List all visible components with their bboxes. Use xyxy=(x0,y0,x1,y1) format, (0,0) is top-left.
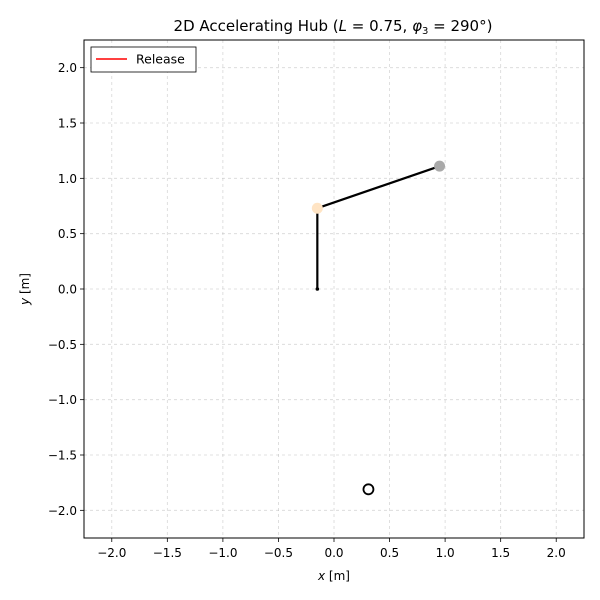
y-axis-label: y [m] xyxy=(18,273,32,306)
joint-point xyxy=(311,202,323,214)
x-tick-label: 2.0 xyxy=(547,546,566,560)
hub-point xyxy=(315,287,320,291)
x-tick-label: −0.5 xyxy=(264,546,293,560)
ticks: −2.0 −1.5 −1.0 −0.5 0.0 0.5 1.0 1.5 2.0 −2.0 −1.5 −… xyxy=(48,61,566,560)
x-tick-label: −1.0 xyxy=(208,546,237,560)
y-tick-label: 1.5 xyxy=(58,117,77,131)
y-tick-label: −1.5 xyxy=(48,449,77,463)
target-point xyxy=(362,483,375,496)
x-tick-label: 0.5 xyxy=(380,546,399,560)
tip-point xyxy=(434,160,446,172)
x-tick-label: 1.5 xyxy=(491,546,510,560)
x-tick-label: 0.0 xyxy=(324,546,343,560)
y-tick-label: 0.5 xyxy=(58,227,77,241)
x-axis-label: x [m] xyxy=(317,569,350,583)
y-tick-label: −0.5 xyxy=(48,338,77,352)
y-tick-label: −2.0 xyxy=(48,504,77,518)
x-tick-label: −2.0 xyxy=(97,546,126,560)
arm-segment xyxy=(316,165,441,210)
chart-title: 2D Accelerating Hub (L = 0.75, φ3 = 290°… xyxy=(174,17,493,37)
legend: Release xyxy=(90,46,197,73)
x-tick-label: 1.0 xyxy=(436,546,455,560)
y-tick-label: 0.0 xyxy=(58,283,77,297)
y-tick-label: 1.0 xyxy=(58,172,77,186)
y-tick-label: −1.0 xyxy=(48,393,77,407)
x-tick-label: −1.5 xyxy=(153,546,182,560)
legend-release-label: Release xyxy=(136,52,185,67)
grid xyxy=(84,40,584,538)
y-tick-label: 2.0 xyxy=(58,61,77,75)
data-layer xyxy=(311,160,446,496)
